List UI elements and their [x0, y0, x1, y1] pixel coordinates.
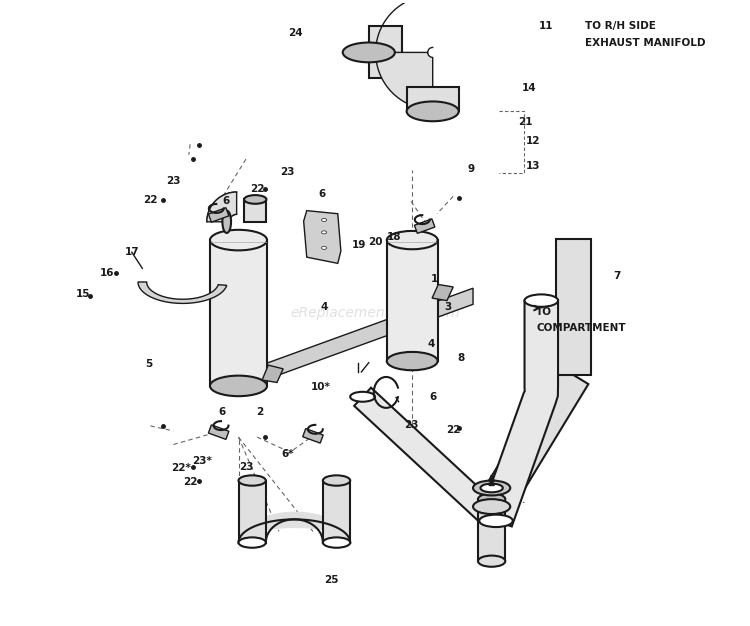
Text: 6: 6: [430, 392, 437, 402]
Ellipse shape: [322, 218, 326, 222]
Text: 6: 6: [218, 408, 226, 418]
Ellipse shape: [323, 537, 350, 548]
Ellipse shape: [238, 537, 266, 548]
Polygon shape: [478, 499, 506, 561]
Text: 10*: 10*: [311, 382, 331, 393]
Text: 8: 8: [457, 352, 464, 362]
Ellipse shape: [479, 515, 513, 527]
Bar: [387, 240, 438, 361]
Polygon shape: [472, 366, 589, 527]
Text: 21: 21: [518, 117, 532, 127]
Text: 9: 9: [467, 164, 475, 174]
Bar: [210, 240, 267, 386]
Text: 2: 2: [256, 408, 264, 418]
Text: 16: 16: [100, 268, 114, 278]
Text: 17: 17: [124, 247, 139, 257]
Text: 1: 1: [430, 274, 437, 284]
Ellipse shape: [322, 231, 326, 234]
Polygon shape: [303, 429, 323, 443]
Text: 23: 23: [280, 167, 294, 177]
Ellipse shape: [481, 484, 502, 492]
Polygon shape: [406, 86, 459, 111]
Polygon shape: [244, 200, 266, 222]
Text: 6: 6: [223, 197, 230, 207]
Text: 23: 23: [404, 419, 418, 429]
Text: 22: 22: [446, 424, 460, 434]
Text: 22: 22: [183, 477, 197, 487]
Polygon shape: [323, 481, 350, 543]
Polygon shape: [415, 219, 435, 233]
Polygon shape: [369, 26, 402, 78]
Polygon shape: [262, 365, 284, 382]
Polygon shape: [432, 284, 453, 300]
Text: 3: 3: [445, 302, 452, 312]
Ellipse shape: [478, 556, 506, 567]
Text: 12: 12: [526, 135, 541, 145]
Polygon shape: [354, 387, 498, 524]
Polygon shape: [138, 282, 226, 304]
Text: 15: 15: [76, 289, 91, 299]
Text: 4: 4: [320, 302, 328, 312]
Ellipse shape: [238, 475, 266, 486]
Ellipse shape: [473, 499, 510, 514]
Text: COMPARTMENT: COMPARTMENT: [536, 323, 626, 333]
Text: EXHAUST MANIFOLD: EXHAUST MANIFOLD: [585, 38, 705, 48]
Text: 6*: 6*: [282, 449, 295, 459]
Text: 23: 23: [166, 177, 181, 187]
Text: 19: 19: [352, 240, 366, 250]
Text: 22: 22: [250, 184, 264, 194]
Text: eReplacementParts.com: eReplacementParts.com: [290, 306, 460, 320]
Text: 18: 18: [386, 232, 400, 242]
Text: TO R/H SIDE: TO R/H SIDE: [585, 21, 656, 31]
Text: 25: 25: [324, 575, 339, 585]
Polygon shape: [209, 425, 229, 439]
Ellipse shape: [478, 493, 506, 505]
Polygon shape: [556, 239, 591, 375]
Polygon shape: [248, 288, 473, 386]
Ellipse shape: [343, 43, 394, 63]
Text: 4: 4: [427, 339, 434, 349]
Polygon shape: [207, 192, 237, 222]
Text: 14: 14: [521, 83, 536, 93]
Ellipse shape: [473, 481, 510, 495]
Text: 22: 22: [143, 195, 158, 205]
Ellipse shape: [244, 195, 266, 204]
Polygon shape: [238, 481, 266, 543]
Polygon shape: [209, 208, 229, 222]
Text: 23*: 23*: [193, 456, 212, 466]
Text: 20: 20: [368, 237, 382, 247]
Text: 23: 23: [238, 462, 254, 472]
Ellipse shape: [323, 475, 350, 486]
Text: 13: 13: [526, 161, 541, 171]
Polygon shape: [304, 210, 341, 264]
Ellipse shape: [387, 231, 438, 249]
Ellipse shape: [322, 246, 326, 249]
Polygon shape: [376, 53, 433, 110]
Ellipse shape: [524, 294, 558, 307]
Text: 11: 11: [538, 21, 553, 31]
Polygon shape: [480, 300, 558, 526]
Text: 5: 5: [145, 359, 152, 369]
Ellipse shape: [387, 352, 438, 370]
Ellipse shape: [350, 392, 375, 402]
Text: 24: 24: [288, 28, 303, 38]
Ellipse shape: [406, 101, 459, 121]
Text: 6: 6: [319, 189, 326, 199]
Text: TO: TO: [536, 307, 552, 317]
Text: 7: 7: [614, 271, 621, 281]
Ellipse shape: [222, 210, 231, 233]
Text: 22*: 22*: [172, 463, 191, 473]
Ellipse shape: [210, 376, 267, 396]
Ellipse shape: [210, 230, 267, 250]
